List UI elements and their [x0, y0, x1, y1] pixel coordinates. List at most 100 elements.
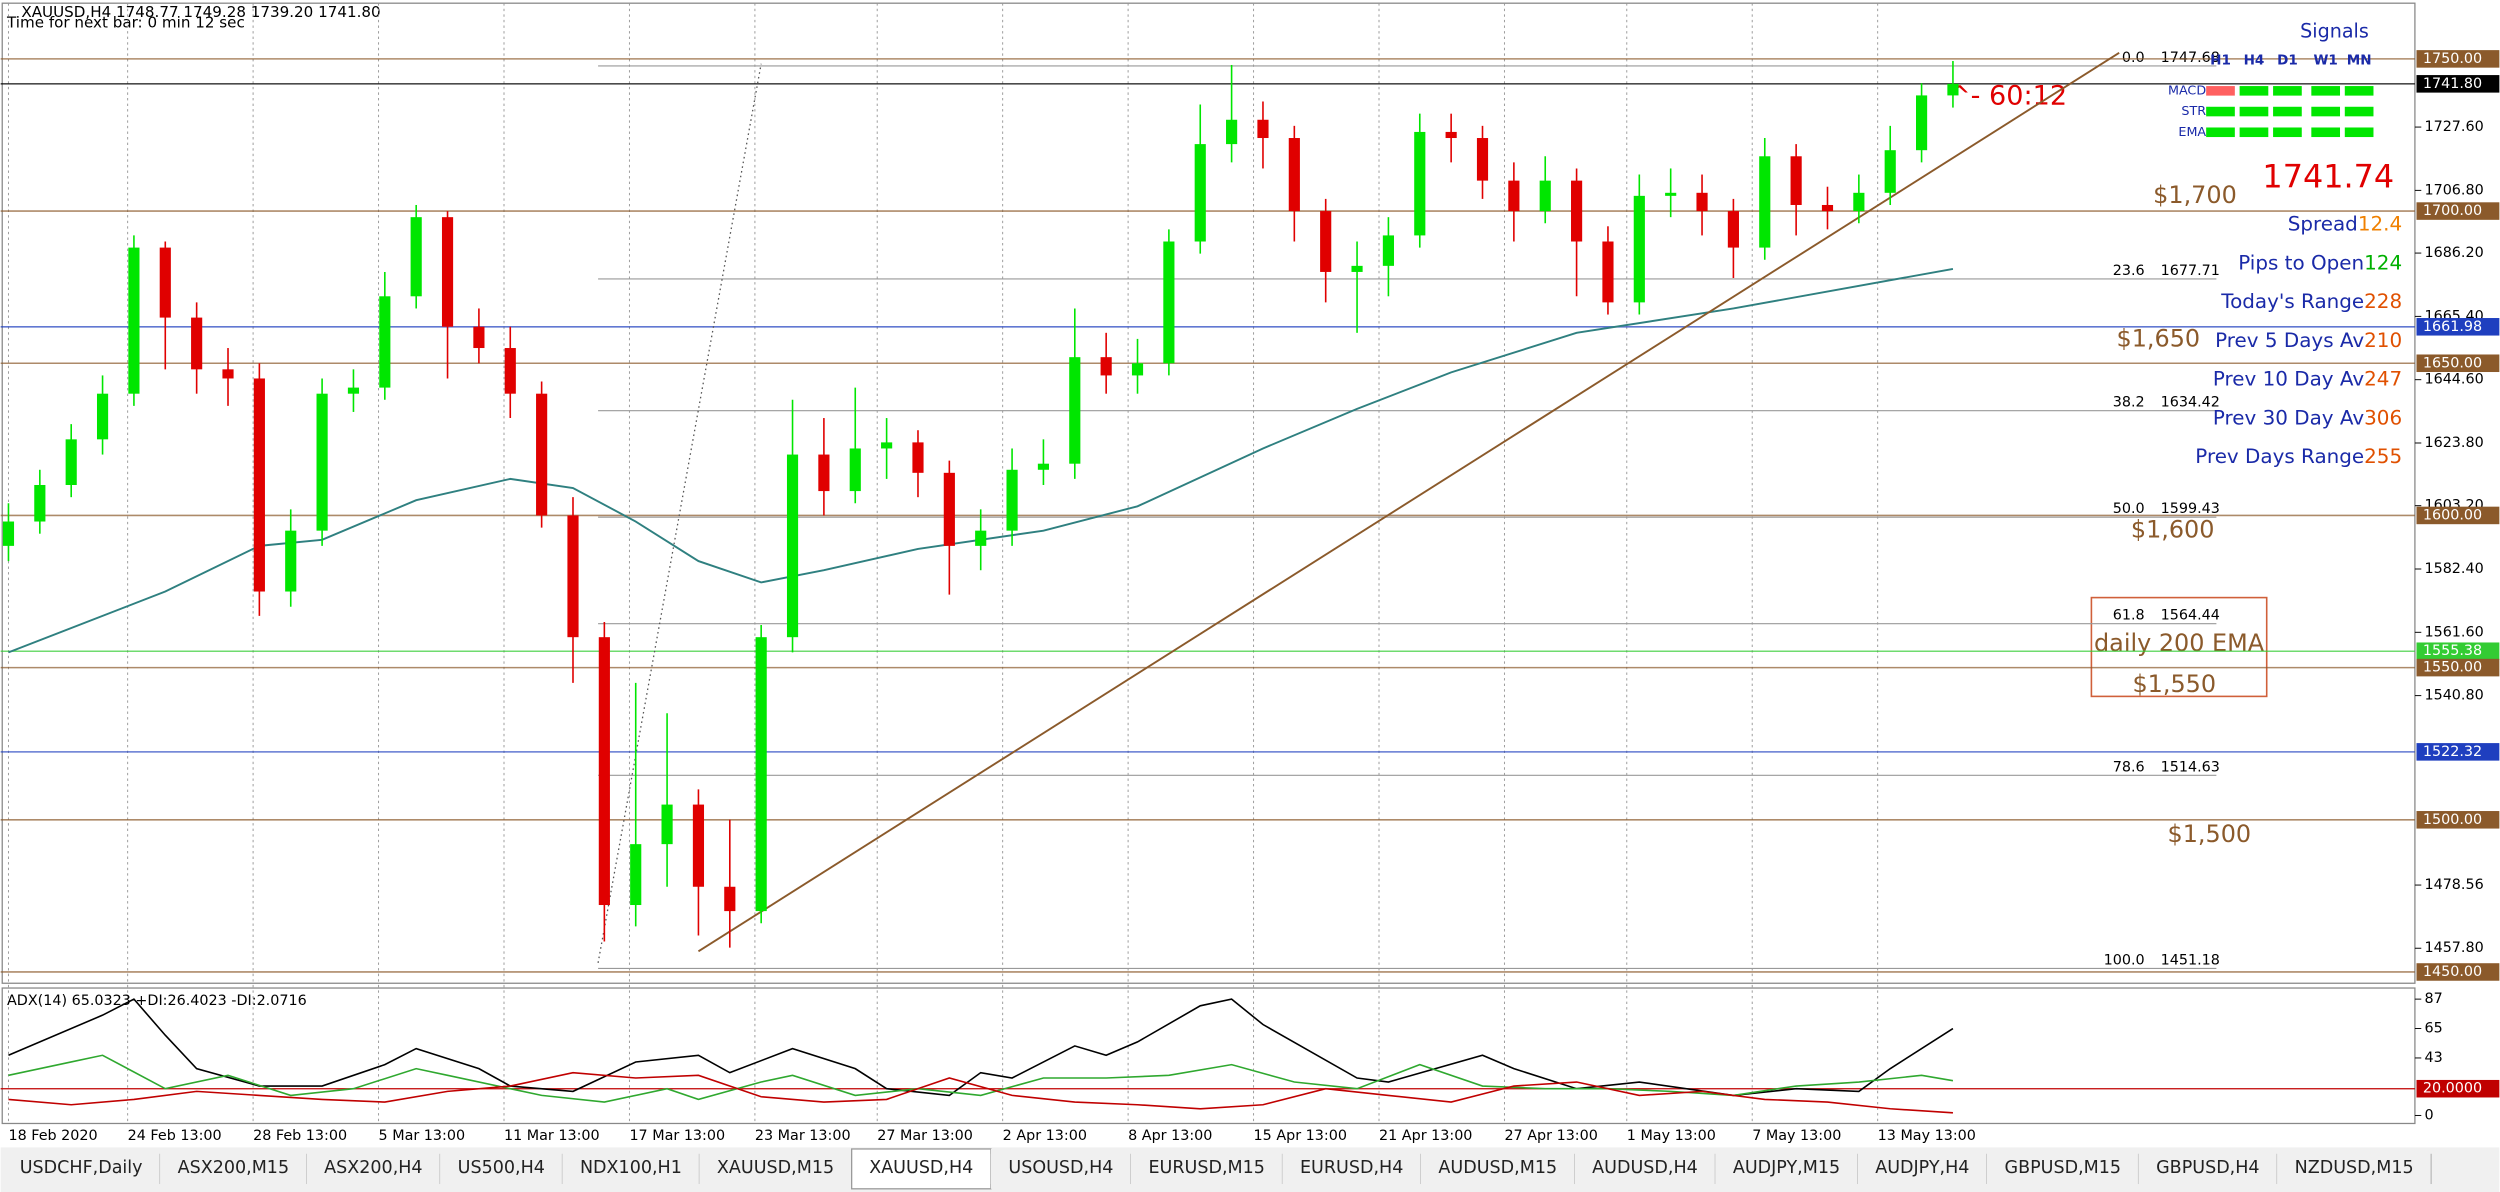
x-tick-label: 18 Feb 2020	[8, 1128, 97, 1144]
stat-value: 306	[2364, 406, 2402, 429]
tab-label[interactable]: XAUUSD,M15	[717, 1158, 834, 1178]
candle-body	[1257, 119, 1269, 139]
candle-body	[755, 637, 767, 912]
tab-bg[interactable]	[1715, 1148, 1858, 1189]
price-level-box	[2416, 75, 2500, 93]
price-level-label: 1500.00	[2423, 812, 2482, 828]
tab-label[interactable]: NDX100,H1	[580, 1158, 682, 1178]
candle-body	[1633, 195, 1645, 303]
tab-bg[interactable]	[2, 1148, 161, 1189]
fib-level-label: 100.0	[2104, 952, 2145, 968]
y-tick-label: 0	[2424, 1107, 2433, 1123]
tab[interactable]: AUDUSD,M15	[1420, 1148, 1576, 1189]
tab-bg[interactable]	[1130, 1148, 1283, 1189]
tab-bg[interactable]	[440, 1148, 563, 1189]
signal-cell	[2311, 127, 2341, 138]
candle-body	[1790, 156, 1802, 205]
tab-bg[interactable]	[1986, 1148, 2139, 1189]
candle-body	[410, 217, 422, 297]
candle-body	[1571, 180, 1583, 242]
tab-bg[interactable]	[2138, 1148, 2278, 1189]
tab-bg[interactable]	[306, 1148, 441, 1189]
price-level-box	[2416, 50, 2500, 68]
signal-cell	[2206, 127, 2235, 138]
tab-bg[interactable]	[1282, 1148, 1421, 1189]
adx-level-label: 20.0000	[2423, 1081, 2482, 1097]
tab[interactable]: USDCHF,Daily	[2, 1148, 161, 1189]
price-level-box	[2416, 743, 2500, 761]
tab-label[interactable]: AUDUSD,M15	[1438, 1158, 1557, 1178]
price-level-label: 1650.00	[2423, 355, 2482, 371]
tab[interactable]: AUDUSD,H4	[1574, 1148, 1716, 1189]
tab[interactable]: ASX200,M15	[160, 1148, 308, 1189]
tab-label[interactable]: USDCHF,Daily	[20, 1158, 143, 1178]
tab[interactable]: AUDJPY,M15	[1715, 1148, 1859, 1189]
stat-row: Prev 10 Day Av247	[2213, 367, 2402, 390]
tab[interactable]: NDX100,H1	[562, 1148, 701, 1189]
candle-body	[661, 804, 673, 845]
tab-label[interactable]: AUDUSD,H4	[1592, 1158, 1698, 1178]
signal-cell	[2206, 106, 2235, 117]
x-tick-label: 1 May 13:00	[1627, 1128, 1716, 1144]
candle-body	[567, 515, 579, 638]
tab-label[interactable]: AUDJPY,H4	[1875, 1158, 1969, 1178]
tab[interactable]: XAUUSD,M15	[699, 1148, 853, 1189]
tab-label[interactable]: GBPUSD,H4	[2156, 1158, 2259, 1178]
candle-body	[1947, 83, 1959, 96]
tab-bg[interactable]	[1420, 1148, 1575, 1189]
tab-bg[interactable]	[1857, 1148, 1987, 1189]
tab-label[interactable]: AUDJPY,M15	[1733, 1158, 1840, 1178]
signal-cell	[2273, 106, 2302, 117]
tab-bg[interactable]	[851, 1148, 992, 1190]
candle-body	[222, 369, 234, 379]
tab-label[interactable]: ASX200,M15	[178, 1158, 290, 1178]
adx-panel	[1, 987, 2416, 1125]
tab-bg[interactable]	[562, 1148, 700, 1189]
tab[interactable]: EURUSD,H4	[1282, 1148, 1422, 1189]
tab[interactable]: US500,H4	[440, 1148, 564, 1189]
fib-line	[597, 63, 762, 963]
tab[interactable]: EURUSD,M15	[1130, 1148, 1284, 1189]
adx-level-box	[2416, 1079, 2500, 1098]
candle-body	[1382, 235, 1394, 266]
tab-bg[interactable]	[990, 1148, 1131, 1189]
stat-label: Prev Days Range	[2195, 445, 2364, 468]
fib-price-label: 1634.42	[2161, 395, 2220, 411]
tab[interactable]: XAUUSD,H4	[851, 1148, 992, 1190]
candle-body	[818, 454, 830, 492]
tab-bg[interactable]	[699, 1148, 852, 1189]
candle-body	[1884, 150, 1896, 193]
price-level-box	[2416, 354, 2500, 373]
tab[interactable]: ASX200,H4	[306, 1148, 441, 1189]
tab[interactable]: NZDUSD,M15	[2277, 1148, 2432, 1189]
tab-label[interactable]: NZDUSD,M15	[2295, 1158, 2414, 1178]
signal-cell	[2344, 106, 2374, 117]
tab-label[interactable]: ASX200,H4	[324, 1158, 422, 1178]
candle-body	[1414, 131, 1426, 236]
tab-label[interactable]: EURUSD,M15	[1148, 1158, 1264, 1178]
stat-label: Prev 5 Days Av	[2215, 328, 2364, 351]
y-tick-label: 1623.80	[2424, 435, 2483, 451]
tab-label[interactable]: XAUUSD,H4	[869, 1158, 973, 1178]
tab[interactable]: AUDJPY,H4	[1857, 1148, 1988, 1189]
price-level-box	[2416, 811, 2500, 829]
tab-label[interactable]: US500,H4	[458, 1158, 545, 1178]
tab-label[interactable]: EURUSD,H4	[1300, 1158, 1403, 1178]
price-level-label: 1555.38	[2423, 643, 2482, 659]
candle-body	[1759, 156, 1771, 248]
tab-bg[interactable]	[160, 1148, 307, 1189]
level-annotation: $1,500	[2168, 820, 2252, 848]
tab[interactable]: GBPUSD,M15	[1986, 1148, 2140, 1189]
tab[interactable]: GBPUSD,H4	[2138, 1148, 2278, 1189]
candle-body	[1226, 119, 1238, 145]
candle-body	[1821, 204, 1834, 212]
candle-body	[504, 348, 516, 394]
tab[interactable]: USOUSD,H4	[990, 1148, 1132, 1189]
tab-bg[interactable]	[1574, 1148, 1716, 1189]
tab-bg[interactable]	[2277, 1148, 2432, 1189]
tab-label[interactable]: GBPUSD,M15	[2004, 1158, 2121, 1178]
candle-body	[1163, 241, 1175, 364]
tab-label[interactable]: USOUSD,H4	[1008, 1158, 1113, 1178]
signal-cell	[2344, 86, 2374, 96]
candle-body	[1508, 180, 1520, 212]
